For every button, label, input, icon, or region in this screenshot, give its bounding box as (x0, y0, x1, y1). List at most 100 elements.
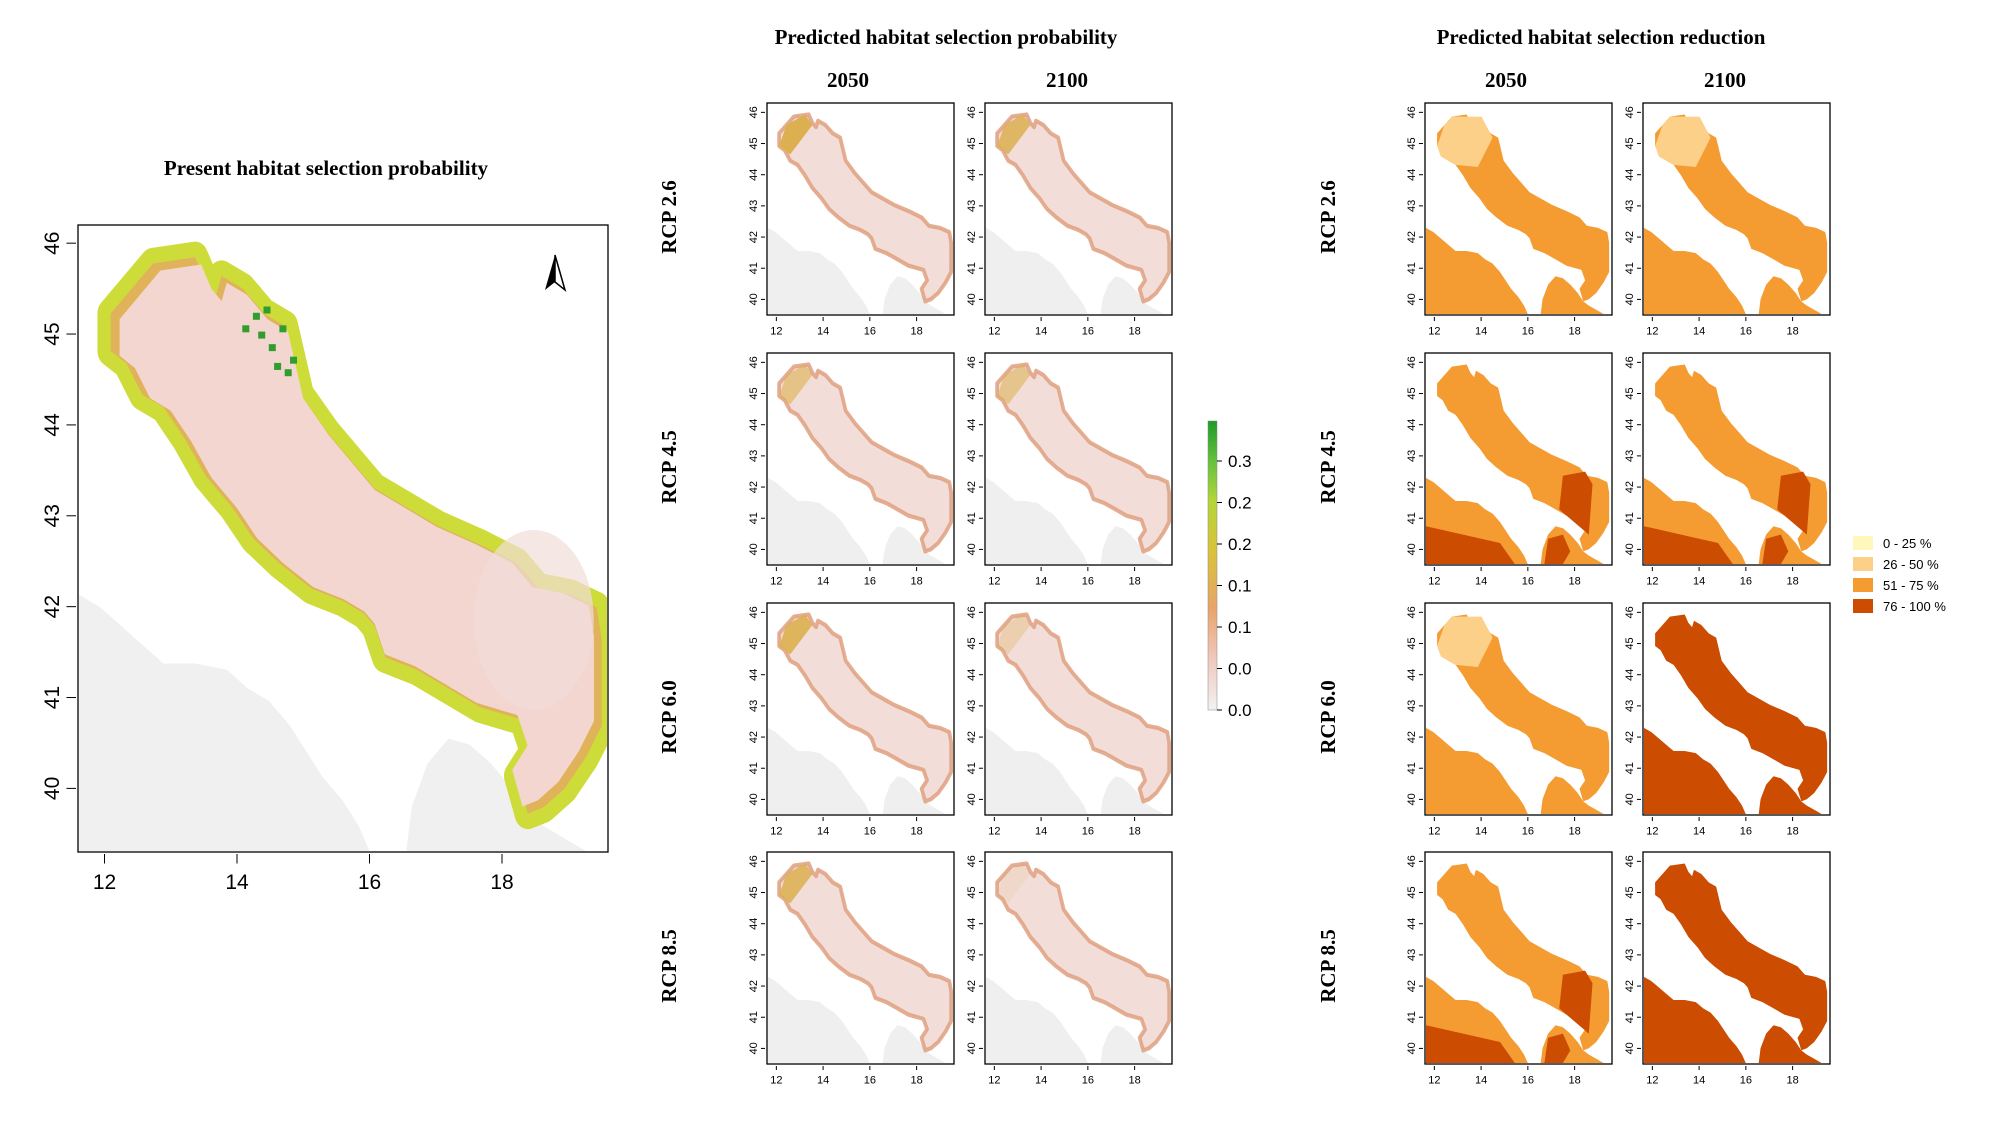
present-peak-cell (290, 356, 297, 364)
prob-panel-y-tick-label: 41 (748, 762, 760, 774)
present-peak-cell (284, 369, 292, 377)
prob-panel-y-tick-label: 46 (966, 855, 978, 867)
prob-panel-y-tick-label: 44 (748, 669, 760, 681)
reduction-panel: 12 14 16 18 40 41 42 43 44 45 46 (1406, 102, 1613, 337)
reduction-panel-y-tick-label: 41 (1406, 262, 1418, 274)
reduction-panel-y-tick-label: 44 (1624, 669, 1636, 681)
mid-year-2050: 2050 (827, 68, 869, 92)
prob-panel-y-tick-label: 42 (748, 481, 760, 493)
prob-panel-y-tick-label: 42 (748, 231, 760, 243)
reduction-panel-y-tick-label: 40 (1624, 793, 1636, 805)
reduction-panel-y-tick-label: 41 (1624, 762, 1636, 774)
present-peak-cell (268, 344, 276, 352)
reduction-panel-y-tick-label: 41 (1624, 1011, 1636, 1023)
present-peak-cell (274, 362, 282, 370)
reduction-south-zone (1762, 534, 1789, 564)
reduction-panel-frame (1424, 602, 1613, 816)
reduction-panel-frame (1642, 102, 1831, 316)
prob-panel-x-tick-label: 18 (910, 575, 922, 587)
prob-panel-x-tick-label: 14 (817, 825, 829, 837)
prob-panel-y-tick-label: 43 (748, 700, 760, 712)
prob-panel-y-tick-label: 42 (966, 731, 978, 743)
reduction-panel-x-tick-label: 18 (1786, 825, 1798, 837)
prob-panel-y-tick-label: 45 (966, 886, 978, 898)
prob-panel-y-tick-label: 41 (748, 262, 760, 274)
reduction-south-zone (1544, 534, 1571, 564)
prob-panel-x-tick-label: 12 (770, 575, 782, 587)
prob-panel-y-tick-label: 44 (966, 669, 978, 681)
reduction-panel-y-tick-label: 41 (1624, 512, 1636, 524)
prob-panel-x-tick-label: 16 (1082, 825, 1094, 837)
prob-panel-y-tick-label: 40 (966, 543, 978, 555)
present-map-y-tick-label: 46 (41, 231, 64, 254)
prob-panel-x-tick-label: 18 (1128, 325, 1140, 337)
prob-panel: 12 14 16 18 40 41 42 43 44 45 46 (966, 602, 1173, 837)
reduction-panel-frame (1642, 352, 1831, 566)
prob-panel: 12 14 16 18 40 41 42 43 44 45 46 (748, 102, 955, 337)
reduction-panel: 12 14 16 18 40 41 42 43 44 45 46 (1624, 352, 1831, 587)
reduction-panel-frame (1424, 102, 1613, 316)
prob-panel-y-tick-label: 40 (966, 1042, 978, 1054)
present-map-y-tick-label: 42 (41, 595, 64, 618)
reduction-panel-y-tick-label: 41 (1406, 762, 1418, 774)
reduction-panel-x-tick-label: 16 (1740, 825, 1752, 837)
prob-panel-frame (766, 602, 955, 816)
reduction-panel-x-tick-label: 16 (1740, 575, 1752, 587)
right-year-2050: 2050 (1485, 68, 1527, 92)
prob-panel-x-tick-label: 18 (1128, 825, 1140, 837)
mid-year-2100: 2100 (1046, 68, 1088, 92)
reduction-panel-y-tick-label: 43 (1406, 200, 1418, 212)
present-map-x-tick-label: 14 (225, 871, 249, 894)
reduction-panel-y-tick-label: 41 (1624, 262, 1636, 274)
reduction-panel-y-tick-label: 44 (1624, 169, 1636, 181)
predicted-reduction-grid: 12 14 16 18 40 41 42 43 44 45 46 12 14 16 18 40 41 42 43 44… (1406, 102, 1831, 1086)
prob-panel-frame (984, 851, 1173, 1065)
reduction-panel-y-tick-label: 45 (1624, 387, 1636, 399)
prob-panel-x-tick-label: 14 (817, 325, 829, 337)
prob-panel-y-tick-label: 44 (966, 918, 978, 930)
reduction-panel-x-tick-label: 18 (1786, 325, 1798, 337)
right-year-2100: 2100 (1704, 68, 1746, 92)
prob-north-hotspot (779, 863, 813, 904)
prob-north-hotspot (997, 364, 1031, 405)
reduction-panel-y-tick-label: 44 (1406, 918, 1418, 930)
reduction-southeast-zone (1777, 471, 1811, 535)
prob-panel-frame (984, 602, 1173, 816)
colorbar-label: 0.0 (1228, 701, 1252, 720)
prob-panel-y-tick-label: 42 (966, 980, 978, 992)
prob-panel-y-tick-label: 41 (748, 1011, 760, 1023)
reduction-panel-y-tick-label: 46 (1406, 356, 1418, 368)
legend-swatch (1853, 578, 1873, 592)
prob-panel-x-tick-label: 16 (864, 575, 876, 587)
reduction-panel-y-tick-label: 42 (1624, 481, 1636, 493)
prob-panel-y-tick-label: 45 (966, 637, 978, 649)
present-peak-cell (258, 331, 266, 339)
colorbar-label: 0.3 (1228, 452, 1252, 471)
legend-swatch (1853, 536, 1873, 550)
row-label: RCP 8.5 (657, 929, 681, 1003)
reduction-panel-x-tick-label: 16 (1522, 325, 1534, 337)
prob-panel-y-tick-label: 41 (966, 262, 978, 274)
reduction-panel-x-tick-label: 12 (1646, 325, 1658, 337)
reduction-panel-x-tick-label: 16 (1740, 1074, 1752, 1086)
reduction-panel-y-tick-label: 41 (1406, 1011, 1418, 1023)
present-map-y-tick-label: 40 (41, 777, 64, 800)
reduction-panel-y-tick-label: 42 (1624, 231, 1636, 243)
prob-panel-y-tick-label: 41 (966, 512, 978, 524)
present-map-y-tick-label: 44 (41, 413, 64, 437)
reduction-panel: 12 14 16 18 40 41 42 43 44 45 46 (1624, 102, 1831, 337)
colorbar-label: 0.1 (1228, 618, 1252, 637)
reduction-panel-y-tick-label: 42 (1406, 731, 1418, 743)
right-title: Predicted habitat selection reduction (1437, 25, 1766, 49)
prob-panel-x-tick-label: 12 (770, 825, 782, 837)
prob-panel-frame (766, 851, 955, 1065)
present-peak-cell (279, 325, 287, 333)
colorbar-label: 0.2 (1228, 535, 1252, 554)
reduction-panel-y-tick-label: 43 (1406, 700, 1418, 712)
reduction-panel-y-tick-label: 45 (1624, 886, 1636, 898)
prob-panel-x-tick-label: 16 (1082, 325, 1094, 337)
reduction-panel-x-tick-label: 18 (1568, 575, 1580, 587)
prob-panel-y-tick-label: 45 (966, 387, 978, 399)
row-label: RCP 2.6 (657, 180, 681, 254)
prob-panel-y-tick-label: 44 (748, 918, 760, 930)
